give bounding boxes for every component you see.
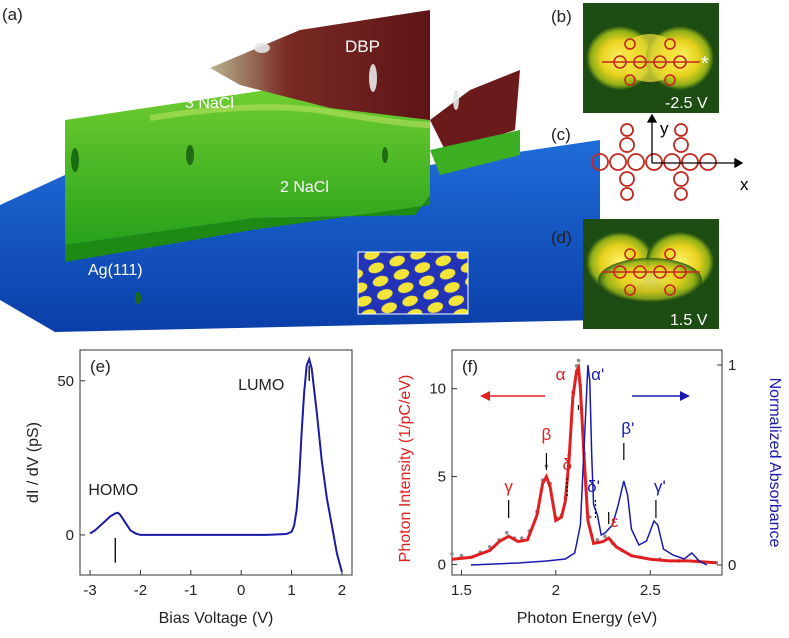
voltage-label-b: -2.5 V: [665, 95, 708, 112]
right-plateau-green: [430, 130, 520, 175]
dbp-overlay-d: [602, 248, 700, 296]
x-tick-label-e: -2: [134, 582, 147, 599]
x-axis-title-e: Bias Voltage (V): [159, 610, 274, 627]
right-axis-arrowhead: [680, 391, 690, 401]
nacl-2-edge: [65, 195, 430, 262]
peak-label-f: β': [621, 419, 634, 438]
x-tick-label-e: 0: [237, 582, 245, 599]
y-axis-title-right-f: Normalized Absorbance: [766, 378, 783, 548]
y-tick-label-e: 50: [57, 373, 74, 390]
panel-label-e: (e): [90, 357, 111, 376]
lumo-label: LUMO: [238, 377, 284, 394]
data-point-f: [603, 534, 607, 539]
region-label-ag111: Ag(111): [88, 262, 143, 279]
panel-label-a: (a): [2, 5, 23, 24]
left-axis-arrowhead: [480, 391, 490, 401]
plot-frame-e: [79, 349, 353, 576]
x-tick-label-f: 2.5: [640, 582, 661, 599]
axis-label-y: y: [660, 119, 669, 138]
photon-intensity-line: [451, 362, 717, 565]
step-bumps: [71, 145, 388, 304]
panel-a: (a) DBP 3 NaCl 2 NaCl Ag(111): [0, 5, 600, 332]
dbp-plateau: [210, 10, 430, 120]
series-line-e: [89, 356, 343, 573]
data-point-f: [576, 358, 581, 363]
y-axis-title-left-f: Photon Intensity (1/pC/eV): [397, 375, 414, 563]
axes-xy: [646, 113, 744, 169]
data-point-f: [504, 531, 509, 535]
x-tick-label-e: 2: [338, 582, 346, 599]
panel-d: (d) 1.5 V: [551, 219, 719, 329]
panel-label-b: (b): [551, 7, 572, 26]
data-point-f: [595, 538, 600, 542]
x-tick-label-e: -3: [83, 582, 96, 599]
dbp-overlay-b: [602, 38, 700, 86]
x-tick-label-e: 1: [287, 582, 295, 599]
absorbance-line: [470, 364, 708, 566]
data-point-f: [450, 552, 454, 556]
voltage-label-d: 1.5 V: [670, 312, 708, 329]
y-tick-label-e: 0: [66, 527, 74, 544]
peak-label-f: β: [542, 425, 552, 444]
peak-label-f: ε: [611, 512, 619, 531]
peak-label-f: α: [556, 365, 566, 384]
y-tick-label-left-f: 0: [438, 556, 446, 573]
y-tick-label-right-f: 1: [728, 357, 736, 374]
panel-label-f: (f): [462, 357, 478, 376]
right-plateau: [430, 70, 520, 150]
panel-b: (b) * -2.5 V: [551, 3, 719, 113]
region-label-3nacl: 3 NaCl: [185, 95, 234, 112]
x-tick-label-f: 1.5: [451, 582, 472, 599]
data-point-f: [520, 536, 524, 540]
step-shading: [149, 104, 431, 128]
adsorbate-spikes: [254, 43, 459, 110]
region-label-2nacl: 2 NaCl: [280, 179, 329, 196]
chart-f: (f) 1.5 2 2.5 0 5 10 0 1 Photon Energy (eV) Photon…: [397, 349, 783, 627]
data-point-f: [459, 553, 464, 558]
panel-label-c: (c): [551, 125, 571, 144]
y-tick-label-left-f: 10: [429, 381, 446, 398]
axis-label-x: x: [740, 175, 749, 194]
peak-label-f: α': [591, 365, 604, 384]
chart-e: (e) -3 -2 -1 0 1 2 0 50 Bias Voltage (V) dI / dV (…: [25, 349, 353, 627]
panel-label-d: (d): [551, 228, 572, 247]
atomic-lattice-inset: [357, 251, 469, 315]
region-label-dbp: DBP: [345, 37, 380, 56]
peak-label-f: γ': [654, 477, 666, 496]
peak-label-f: δ': [587, 477, 600, 496]
peak-label-f: γ: [504, 477, 513, 496]
peak-label-f: δ: [562, 455, 571, 474]
homo-label: HOMO: [88, 482, 138, 499]
y-tick-label-right-f: 0: [728, 557, 736, 574]
x-axis-title-f: Photon Energy (eV): [517, 610, 658, 627]
molecule-structure: [591, 123, 717, 201]
x-tick-label-e: -1: [184, 582, 197, 599]
tip-mark: *: [701, 53, 709, 75]
y-axis-title-e: dI / dV (pS): [25, 422, 42, 503]
panel-c: (c) y x: [551, 113, 749, 201]
x-tick-label-f: 2: [552, 582, 560, 599]
y-tick-label-left-f: 5: [438, 469, 446, 486]
plot-frame-f: [451, 349, 723, 576]
